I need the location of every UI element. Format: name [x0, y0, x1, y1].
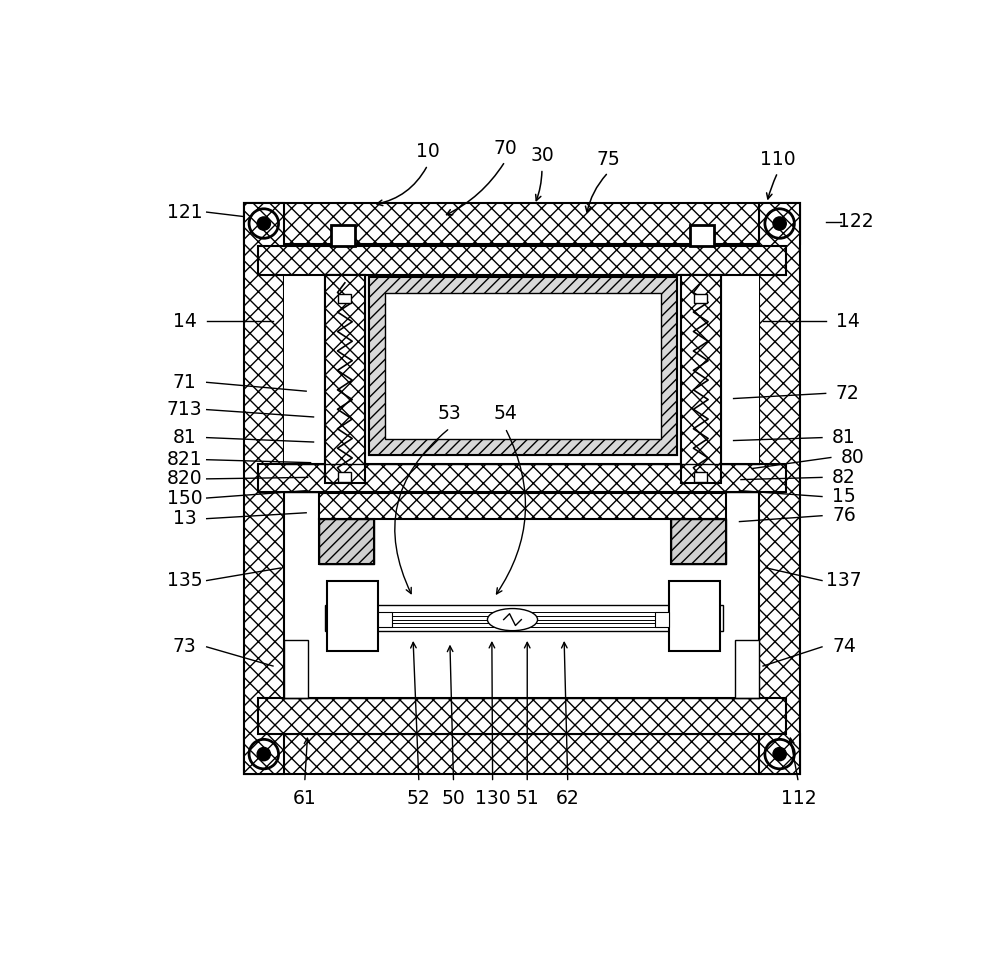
Text: 51: 51 [515, 790, 539, 808]
Text: 54: 54 [493, 404, 517, 423]
Text: 121: 121 [167, 203, 202, 222]
Text: 61: 61 [293, 790, 317, 808]
Bar [319, 519, 374, 565]
Bar [258, 464, 786, 492]
Circle shape [257, 217, 270, 231]
Text: 76: 76 [832, 506, 856, 525]
Text: 73: 73 [173, 637, 196, 657]
Bar [669, 581, 720, 652]
Bar [327, 581, 378, 652]
Text: 135: 135 [167, 571, 202, 590]
Bar [671, 519, 726, 565]
Bar [284, 276, 759, 483]
Bar [331, 225, 355, 246]
Bar [369, 277, 677, 456]
Text: 14: 14 [836, 312, 860, 331]
Bar [319, 519, 374, 565]
Text: 137: 137 [826, 571, 862, 590]
Bar [284, 639, 308, 699]
Circle shape [257, 747, 270, 761]
Text: 52: 52 [407, 790, 431, 808]
Bar [325, 276, 365, 483]
Text: 71: 71 [173, 373, 196, 391]
Bar [694, 472, 707, 481]
Bar [385, 293, 661, 439]
Text: 81: 81 [173, 428, 196, 447]
Text: 122: 122 [838, 212, 874, 232]
Text: 72: 72 [836, 384, 860, 403]
Bar [681, 276, 721, 483]
Bar [735, 639, 759, 699]
Bar [681, 276, 721, 483]
Bar [258, 699, 786, 734]
Text: 74: 74 [832, 637, 856, 657]
Text: 14: 14 [173, 312, 197, 331]
Bar [319, 493, 726, 519]
Text: 53: 53 [438, 404, 462, 423]
Text: 150: 150 [167, 488, 202, 507]
Bar [338, 472, 351, 481]
Text: 713: 713 [167, 400, 202, 419]
Bar [694, 294, 707, 303]
Text: 30: 30 [530, 145, 554, 165]
Text: 820: 820 [167, 469, 202, 488]
Text: 62: 62 [556, 790, 580, 808]
Text: 82: 82 [832, 468, 856, 487]
Text: 110: 110 [760, 149, 796, 168]
Bar [378, 612, 392, 627]
Text: 80: 80 [841, 448, 865, 467]
Text: 15: 15 [832, 487, 856, 506]
Text: 130: 130 [475, 790, 510, 808]
Text: 13: 13 [173, 509, 196, 528]
Circle shape [773, 217, 786, 231]
Bar [284, 244, 759, 734]
Bar [258, 246, 786, 276]
Bar [671, 519, 726, 565]
Text: 112: 112 [781, 790, 816, 808]
Text: 75: 75 [596, 149, 620, 168]
Bar [338, 294, 351, 303]
Text: 10: 10 [416, 143, 440, 161]
Text: 821: 821 [167, 450, 202, 469]
Bar [244, 203, 800, 244]
Bar [690, 225, 714, 246]
Bar [655, 612, 669, 627]
Text: 50: 50 [442, 790, 465, 808]
Text: 70: 70 [493, 139, 517, 158]
Bar [369, 277, 677, 456]
Bar [325, 605, 723, 631]
Bar [759, 203, 800, 774]
Circle shape [773, 747, 786, 761]
Text: 81: 81 [832, 428, 856, 447]
Bar [325, 276, 365, 483]
Ellipse shape [487, 609, 538, 631]
Bar [244, 203, 284, 774]
Bar [244, 734, 800, 774]
